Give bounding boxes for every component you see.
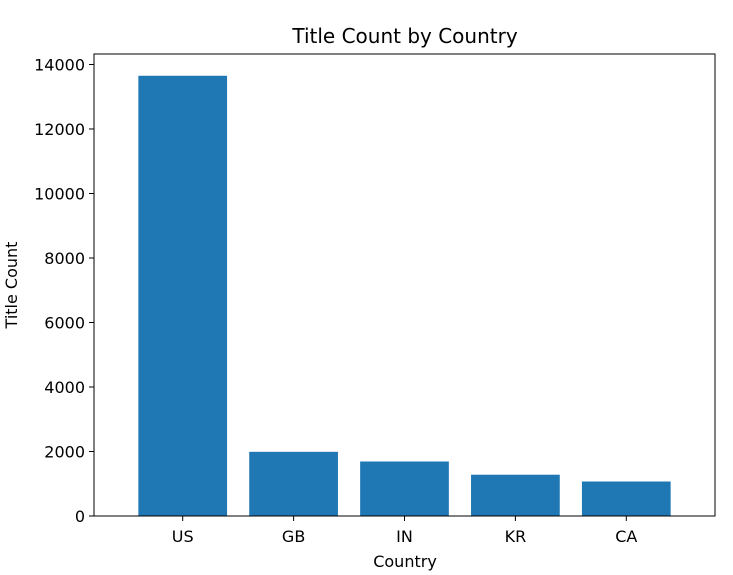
y-tick-label-6000: 6000: [44, 313, 85, 332]
y-axis-label: Title Count: [2, 242, 21, 330]
x-tick-label-ca: CA: [615, 527, 637, 546]
x-tick-label-kr: KR: [505, 527, 527, 546]
y-tick-label-4000: 4000: [44, 378, 85, 397]
bar-gb: [249, 451, 338, 516]
y-tick-label-10000: 10000: [34, 184, 85, 203]
bars-group: [138, 75, 671, 517]
y-tick-label-14000: 14000: [34, 55, 85, 74]
bar-in: [360, 461, 449, 516]
y-axis-ticks: 0 2000 4000 6000 8000 10000 12000 14000: [34, 55, 94, 526]
y-tick-label-0: 0: [75, 507, 85, 526]
bar-ca: [581, 481, 671, 516]
y-tick-label-8000: 8000: [44, 249, 85, 268]
chart-title: Title Count by Country: [291, 24, 517, 48]
y-tick-label-2000: 2000: [44, 443, 85, 462]
bar-kr: [471, 474, 560, 516]
x-axis-label: Country: [373, 552, 437, 571]
bar-us: [138, 75, 228, 517]
y-tick-label-12000: 12000: [34, 120, 85, 139]
x-axis-ticks: US GB IN KR CA: [172, 516, 637, 546]
x-tick-label-gb: GB: [282, 527, 305, 546]
x-tick-label-in: IN: [396, 527, 413, 546]
x-tick-label-us: US: [172, 527, 194, 546]
